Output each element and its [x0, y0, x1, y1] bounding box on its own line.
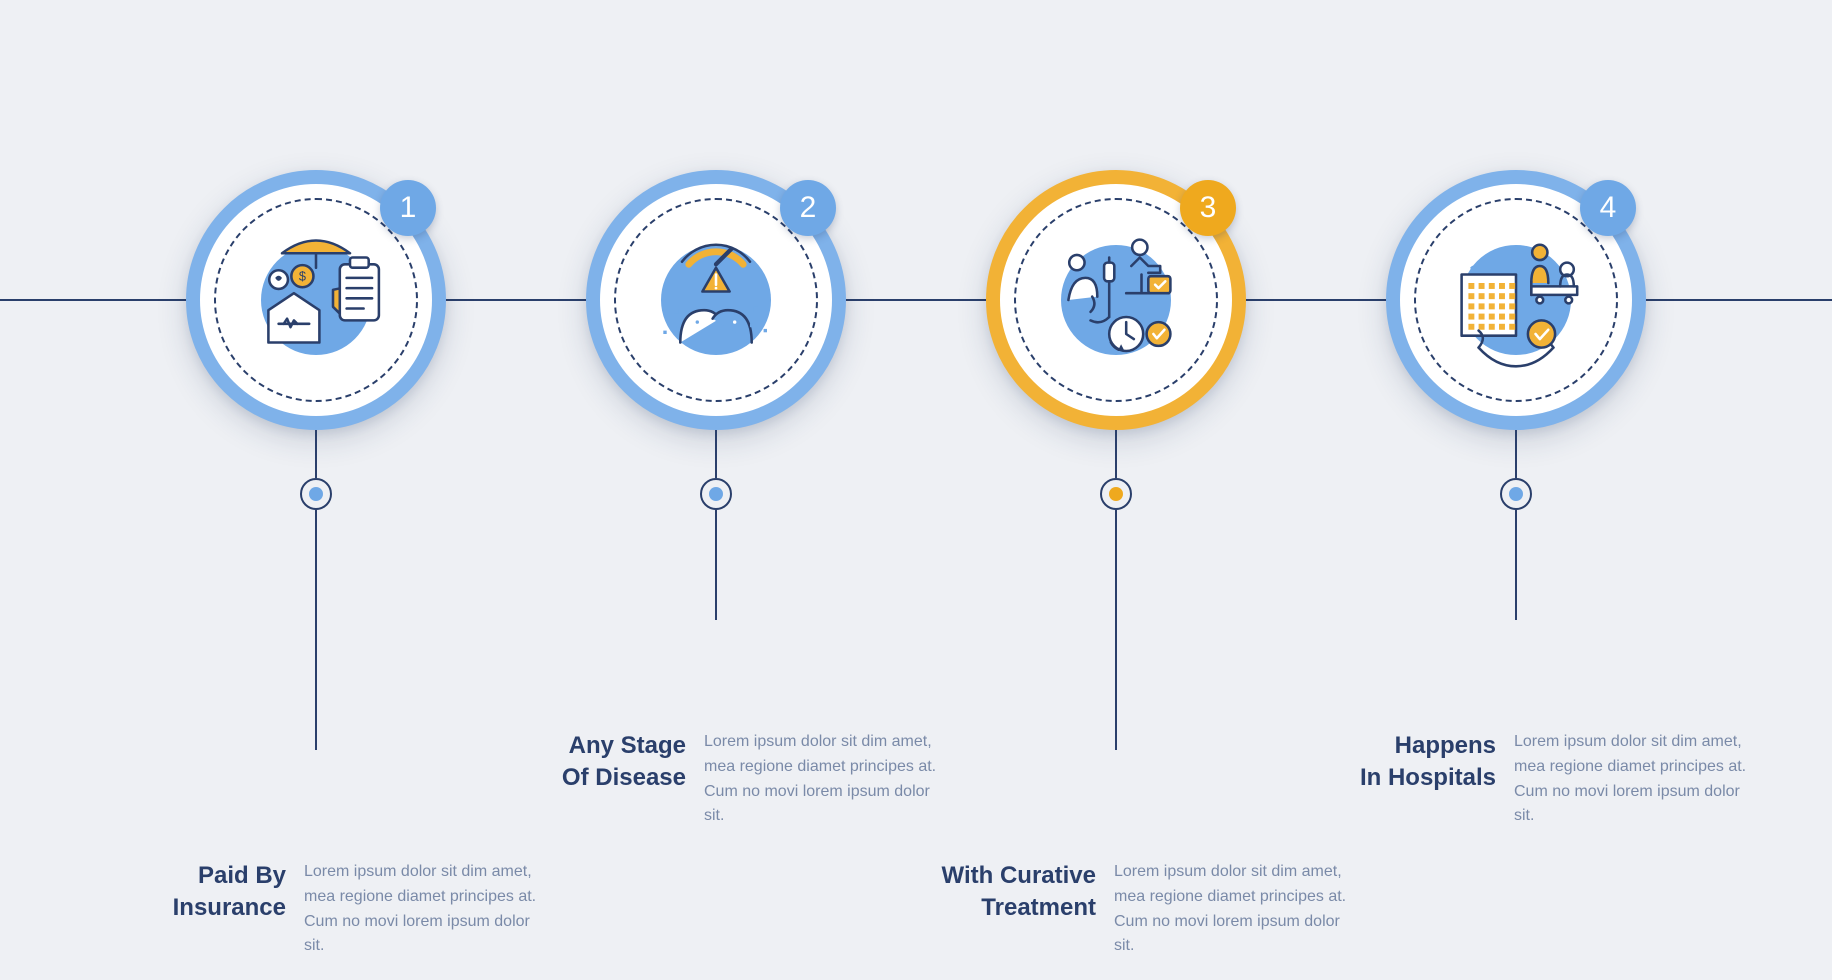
step-body: Lorem ipsum dolor sit dim amet, mea regi…	[704, 730, 954, 829]
step-number-badge: 1	[380, 180, 436, 236]
connector-line-top	[1515, 430, 1517, 478]
connector-dot-ring	[300, 478, 332, 510]
step-title: HappensIn Hospitals	[1336, 730, 1496, 795]
step-circle: 3	[986, 170, 1246, 430]
connector-dot-ring	[700, 478, 732, 510]
svg-text:$: $	[299, 268, 306, 283]
curative-treatment-icon	[1031, 215, 1201, 385]
step-circle: 2	[586, 170, 846, 430]
hospital-icon-wrap	[1418, 202, 1614, 398]
connector-dot-ring	[1100, 478, 1132, 510]
connector-dot-ring	[1500, 478, 1532, 510]
connector-line-bottom	[315, 510, 317, 750]
curative-treatment-icon-wrap	[1018, 202, 1214, 398]
connector-dot	[709, 487, 723, 501]
steps-row: $ 1Paid ByInsuranceLorem ipsum dolor sit…	[0, 170, 1832, 430]
step-number-badge: 2	[780, 180, 836, 236]
step-text-block: HappensIn Hospitals Lorem ipsum dolor sit…	[1336, 730, 1764, 829]
step-title: With CurativeTreatment	[906, 860, 1096, 925]
disease-stage-icon-wrap	[618, 202, 814, 398]
step-number-badge: 3	[1180, 180, 1236, 236]
connector-dot	[1109, 487, 1123, 501]
step-3: 3With CurativeTreatmentLorem ipsum dolor…	[966, 170, 1266, 430]
insurance-icon: $	[231, 215, 401, 385]
step-text-block: With CurativeTreatment Lorem ipsum dolor …	[906, 860, 1364, 959]
connector-dot	[309, 487, 323, 501]
step-2: 2Any StageOf DiseaseLorem ipsum dolor si…	[566, 170, 866, 430]
step-title: Any StageOf Disease	[536, 730, 686, 795]
connector-line-bottom	[715, 510, 717, 620]
connector-line-bottom	[1115, 510, 1117, 750]
step-body: Lorem ipsum dolor sit dim amet, mea regi…	[304, 860, 554, 959]
step-title: Paid ByInsurance	[156, 860, 286, 925]
connector-line-top	[1115, 430, 1117, 478]
connector-dot	[1509, 487, 1523, 501]
hospital-icon	[1431, 215, 1601, 385]
step-1: $ 1Paid ByInsuranceLorem ipsum dolor sit…	[166, 170, 466, 430]
step-circle: 4	[1386, 170, 1646, 430]
step-number-badge: 4	[1580, 180, 1636, 236]
insurance-icon-wrap: $	[218, 202, 414, 398]
connector-line-top	[315, 430, 317, 478]
connector-line-top	[715, 430, 717, 478]
step-4: 4HappensIn HospitalsLorem ipsum dolor si…	[1366, 170, 1666, 430]
step-body: Lorem ipsum dolor sit dim amet, mea regi…	[1114, 860, 1364, 959]
step-text-block: Paid ByInsurance Lorem ipsum dolor sit di…	[156, 860, 554, 959]
connector-line-bottom	[1515, 510, 1517, 620]
step-body: Lorem ipsum dolor sit dim amet, mea regi…	[1514, 730, 1764, 829]
disease-stage-icon	[631, 215, 801, 385]
step-text-block: Any StageOf Disease Lorem ipsum dolor sit…	[536, 730, 954, 829]
step-circle: $ 1	[186, 170, 446, 430]
